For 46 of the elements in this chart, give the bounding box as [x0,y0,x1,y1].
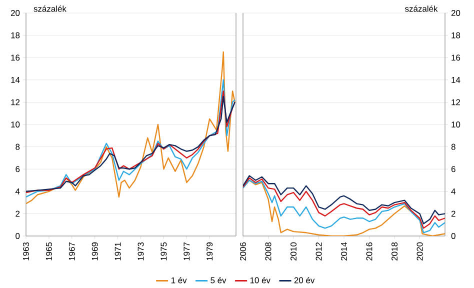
x-tick-label: 1969 [92,242,98,260]
x-tick-label: 2014 [341,242,347,260]
y-tick-label: 14 [11,76,20,83]
y-tick-label: 4 [451,188,456,194]
x-tick-label: 2020 [416,242,423,260]
x-tick-label: 2006 [240,242,246,260]
y-tick-label: 20 [451,10,460,16]
y-tick-label: 4 [15,188,20,194]
x-tick-label: 2012 [316,242,322,260]
y-tick-label: 2 [16,210,20,216]
y-tick-label: 20 [10,10,20,16]
y-tick-label: 8 [451,144,456,150]
x-tick-label: 1979 [206,242,213,260]
y-tick-label: 16 [11,54,20,60]
y-axis-title: százalék [34,5,66,12]
y-tick-label: 8 [16,144,20,150]
y-tick-label: 6 [16,166,20,172]
x-tick-label: 1973 [138,242,144,260]
y-tick-label: 18 [11,32,20,38]
y-tick-label: 2 [451,210,456,216]
y-tick-label: 12 [452,99,460,105]
legend-label: 5 év [210,276,226,284]
y-tick-label: 0 [451,232,456,239]
legend-label: 1 év [171,276,187,284]
line-series [26,51,236,204]
y-tick-label: 0 [16,232,20,239]
x-tick-label: 1977 [184,242,190,260]
x-tick-label: 2018 [392,242,398,260]
y-tick-label: 14 [452,76,460,83]
x-tick-label: 1967 [68,242,75,260]
y-tick-label: 12 [11,99,20,105]
legend-label: 10 év [250,276,270,284]
legend-label: 20 év [294,276,315,284]
x-tick-label: 1963 [23,242,29,260]
y-axis-title: százalék [405,5,438,12]
y-tick-label: 16 [452,54,460,60]
x-tick-label: 1971 [114,242,121,260]
x-tick-label: 1975 [160,242,167,260]
y-tick-label: 10 [452,121,460,128]
y-tick-label: 6 [451,166,456,172]
x-tick-label: 2008 [265,242,272,260]
x-tick-label: 2016 [366,242,372,260]
y-tick-label: 18 [452,32,460,38]
x-tick-label: 2010 [290,242,296,260]
x-tick-label: 1965 [46,242,52,260]
y-tick-label: 10 [11,121,20,128]
